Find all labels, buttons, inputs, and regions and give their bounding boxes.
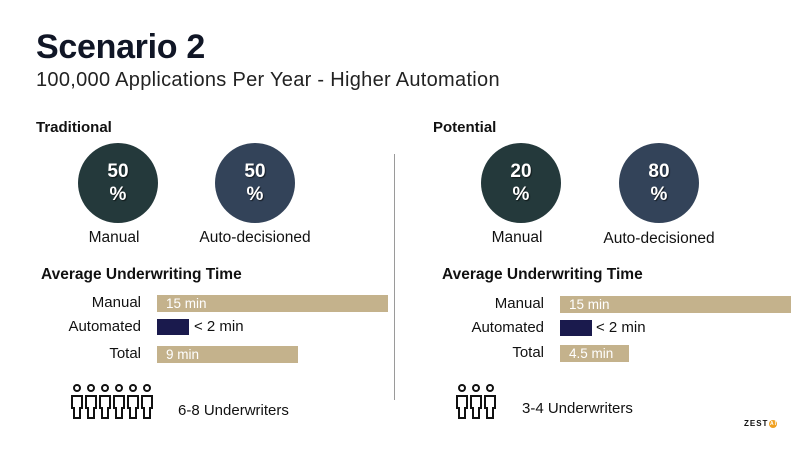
page-title: Scenario 2 xyxy=(36,28,205,66)
three-people-icon xyxy=(455,384,499,420)
potential-automated-bar xyxy=(560,320,592,336)
potential-automated-value: < 2 min xyxy=(596,319,646,336)
potential-row-manual-label: Manual xyxy=(494,295,544,312)
logo-text: ZEST xyxy=(744,419,769,428)
potential-manual-pct: 20 xyxy=(510,161,532,182)
traditional-manual-label: Manual xyxy=(88,229,140,246)
section-divider xyxy=(394,154,395,400)
traditional-row-manual-label: Manual xyxy=(91,294,141,311)
potential-manual-label: Manual xyxy=(491,229,543,246)
traditional-row-total-label: Total xyxy=(109,345,141,362)
traditional-underwriters: 6-8 Underwriters xyxy=(178,402,289,419)
potential-row-automated-label: Automated xyxy=(471,319,544,336)
potential-auto-circle: 80 % xyxy=(619,143,699,223)
traditional-row-automated-label: Automated xyxy=(68,318,141,335)
traditional-manual-circle: 50 % xyxy=(78,143,158,223)
percent-symbol: % xyxy=(109,184,127,205)
traditional-auto-label: Auto-decisioned xyxy=(199,229,311,246)
traditional-automated-value: < 2 min xyxy=(194,318,244,335)
traditional-heading: Traditional xyxy=(36,119,112,136)
traditional-auto-circle: 50 % xyxy=(215,143,295,223)
traditional-automated-bar xyxy=(157,319,189,335)
zest-logo: ZEST AI xyxy=(744,419,778,428)
potential-row-total-label: Total xyxy=(512,344,544,361)
page-subtitle: 100,000 Applications Per Year - Higher A… xyxy=(36,69,500,91)
percent-symbol: % xyxy=(650,184,668,205)
potential-manual-bar: 15 min xyxy=(560,296,791,313)
percent-symbol: % xyxy=(246,184,264,205)
potential-underwriters: 3-4 Underwriters xyxy=(522,400,633,417)
six-people-icon xyxy=(70,384,156,420)
potential-auto-label: Auto-decisioned xyxy=(603,230,715,247)
traditional-auto-pct: 50 xyxy=(244,161,266,182)
potential-manual-circle: 20 % xyxy=(481,143,561,223)
potential-total-bar: 4.5 min xyxy=(560,345,629,362)
traditional-manual-pct: 50 xyxy=(107,161,129,182)
potential-auto-pct: 80 xyxy=(648,161,670,182)
logo-mark: AI xyxy=(769,419,778,428)
traditional-total-bar: 9 min xyxy=(157,346,298,363)
percent-symbol: % xyxy=(512,184,530,205)
traditional-avg-heading: Average Underwriting Time xyxy=(41,266,242,283)
potential-heading: Potential xyxy=(433,119,497,136)
traditional-manual-bar: 15 min xyxy=(157,295,388,312)
potential-avg-heading: Average Underwriting Time xyxy=(442,266,643,283)
